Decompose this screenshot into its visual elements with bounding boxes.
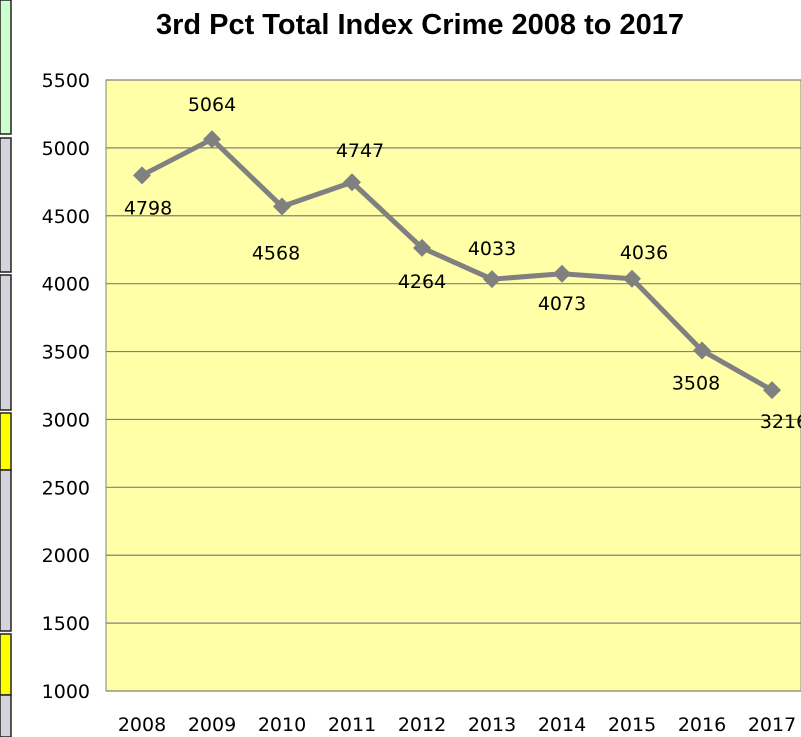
x-tick-label: 2017 xyxy=(748,714,796,736)
data-label: 3216 xyxy=(760,411,801,433)
data-point-marker xyxy=(413,238,431,257)
data-label: 4264 xyxy=(398,271,446,293)
data-point-marker xyxy=(203,130,221,149)
data-point-marker xyxy=(483,270,501,289)
y-tick-label: 2000 xyxy=(42,545,90,567)
data-label: 4033 xyxy=(468,238,516,260)
chart-title: 3rd Pct Total Index Crime 2008 to 2017 xyxy=(156,9,684,41)
x-axis-ticks: 2008 2009 2010 2011 2012 2013 2014 2015 2016 2017 xyxy=(118,714,796,736)
y-tick-label: 4500 xyxy=(42,206,90,228)
x-tick-label: 2014 xyxy=(538,714,586,736)
edge-cell xyxy=(0,274,12,411)
y-tick-label: 5000 xyxy=(42,138,90,160)
x-tick-label: 2008 xyxy=(118,714,166,736)
x-tick-label: 2016 xyxy=(678,714,726,736)
series-line xyxy=(140,136,774,393)
x-tick-label: 2012 xyxy=(398,714,446,736)
x-tick-label: 2009 xyxy=(188,714,236,736)
y-tick-label: 5500 xyxy=(42,70,90,92)
y-tick-label: 1500 xyxy=(42,613,90,635)
data-point-marker xyxy=(273,197,291,216)
edge-cell xyxy=(0,469,12,632)
y-tick-label: 3000 xyxy=(42,409,90,431)
data-label: 4798 xyxy=(124,197,172,219)
gridlines xyxy=(106,79,801,692)
x-tick-label: 2011 xyxy=(328,714,376,736)
data-point-marker xyxy=(553,264,571,283)
edge-cell xyxy=(0,694,12,737)
data-markers xyxy=(133,130,781,400)
x-tick-label: 2010 xyxy=(258,714,306,736)
y-tick-label: 1000 xyxy=(42,681,90,703)
data-point-marker xyxy=(133,166,151,185)
y-tick-label: 3500 xyxy=(42,342,90,364)
x-tick-label: 2015 xyxy=(608,714,656,736)
data-label: 5064 xyxy=(188,94,236,116)
data-point-marker xyxy=(763,381,781,400)
data-label: 4036 xyxy=(620,242,668,264)
edge-cell xyxy=(0,0,12,135)
y-tick-label: 2500 xyxy=(42,477,90,499)
data-point-marker xyxy=(693,341,711,360)
x-tick-label: 2013 xyxy=(468,714,516,736)
data-labels: 4798 5064 4568 4747 4264 4033 4073 4036 3508 3216 xyxy=(124,94,801,433)
data-label: 4747 xyxy=(336,140,384,162)
data-label: 3508 xyxy=(672,372,720,394)
y-axis-ticks: 1000 1500 2000 2500 3000 3500 4000 4500 5000 5500 xyxy=(42,70,90,703)
data-point-marker xyxy=(343,173,361,192)
data-label: 4568 xyxy=(252,243,300,265)
data-label: 4073 xyxy=(538,293,586,315)
data-point-marker xyxy=(623,269,641,288)
left-edge-cells xyxy=(0,0,12,737)
y-tick-label: 4000 xyxy=(42,274,90,296)
edge-cell xyxy=(0,137,12,273)
